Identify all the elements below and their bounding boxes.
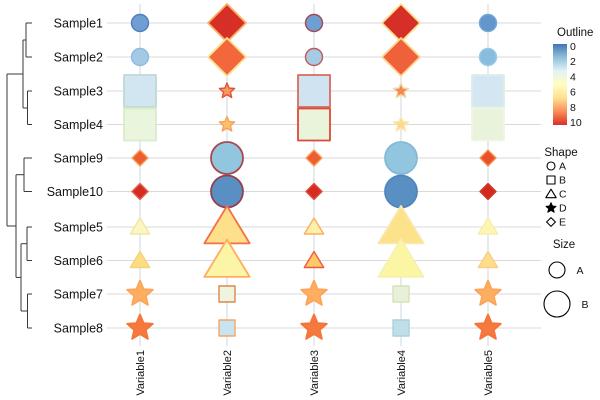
matrix-glyphs [123,3,505,340]
cell-glyph-Sample5-Variable2 [203,205,251,245]
size-legend-label: A [576,265,583,277]
cell-glyph-Sample9-Variable5 [479,149,497,167]
colorbar-tick-label: 4 [570,71,576,83]
cell-glyph-Sample6-Variable4 [377,238,425,278]
row-label: Sample3 [54,85,103,99]
star-legend-icon [545,202,557,213]
row-label: Sample1 [54,17,103,31]
shape-legend-label: B [559,175,566,187]
size-a-icon [548,261,566,279]
cell-glyph-Sample2-Variable5 [478,47,498,67]
cell-glyph-Sample2-Variable4 [381,37,421,77]
row-label: Sample8 [54,322,103,336]
column-labels: Variable1 Variable2 Variable3 Variable4 Vari… [135,350,495,396]
cell-glyph-Sample4-Variable3 [297,107,331,142]
cell-glyph-Sample4-Variable1 [123,107,157,142]
shape-legend-label: D [559,203,567,215]
cell-glyph-Sample1-Variable2 [207,3,247,43]
colorbar [553,44,567,125]
size-legend-label: B [581,299,588,311]
cell-glyph-Sample10-Variable2 [210,174,244,209]
cell-glyph-Sample7-Variable4 [392,285,410,303]
cell-glyph-Sample8-Variable5 [474,313,502,340]
cell-glyph-Sample8-Variable3 [300,313,328,340]
cell-glyph-Sample7-Variable2 [218,285,236,303]
outline-legend-title: Outline [557,27,593,39]
shape-legend-label: C [559,189,567,201]
column-label: Variable1 [135,350,147,396]
cell-glyph-Sample5-Variable3 [303,217,325,235]
cell-glyph-Sample7-Variable5 [474,279,502,306]
cell-glyph-Sample2-Variable3 [304,47,324,67]
cell-glyph-Sample9-Variable2 [210,141,244,175]
cell-glyph-Sample1-Variable1 [130,13,150,33]
row-label: Sample2 [54,51,103,65]
size-legend-title: Size [553,239,575,251]
cell-glyph-Sample6-Variable5 [477,250,499,269]
shape-legend-title: Shape [544,147,577,159]
shape-legend-label: A [559,161,566,173]
cell-glyph-Sample1-Variable4 [381,3,421,43]
cell-glyph-Sample5-Variable1 [129,217,151,235]
cell-glyph-Sample10-Variable4 [384,174,418,209]
cell-glyph-Sample3-Variable3 [297,74,331,108]
colorbar-tick-label: 0 [570,41,576,53]
cell-glyph-Sample4-Variable4 [392,115,410,132]
grid-lines [107,22,541,329]
cell-glyph-Sample5-Variable5 [477,217,499,235]
row-labels: Sample1 Sample2 Sample3 Sample4 Sample9 Sampl… [47,17,103,336]
cell-glyph-Sample8-Variable4 [392,319,410,337]
colorbar-tick-label: 6 [570,87,576,99]
column-label: Variable4 [396,350,408,396]
row-label: Sample10 [47,185,103,199]
cell-glyph-Sample3-Variable2 [218,82,236,99]
dendrogram [6,22,32,329]
cell-glyph-Sample8-Variable2 [218,319,236,337]
size-b-icon [543,290,571,318]
cell-glyph-Sample1-Variable5 [478,13,498,33]
column-label: Variable3 [309,350,321,396]
diamond-legend-icon [546,217,556,227]
row-label: Sample7 [54,288,103,302]
row-label: Sample6 [54,254,103,268]
cell-glyph-Sample5-Variable4 [377,205,425,245]
row-label: Sample9 [54,152,103,166]
cell-glyph-Sample4-Variable5 [471,107,505,142]
cell-glyph-Sample9-Variable4 [384,141,418,175]
triangle-legend-icon [545,188,557,199]
cell-glyph-Sample10-Variable5 [479,182,497,201]
cell-glyph-Sample9-Variable1 [131,149,149,167]
colorbar-tick-label: 10 [570,117,582,129]
row-label: Sample4 [54,118,103,132]
cell-glyph-Sample2-Variable1 [130,47,150,67]
square-legend-icon [546,175,556,185]
cell-glyph-Sample10-Variable3 [305,182,323,201]
circle-legend-icon [546,161,556,171]
cell-glyph-Sample8-Variable1 [126,313,154,340]
colorbar-tick-label: 8 [570,102,576,114]
cell-glyph-Sample9-Variable3 [305,149,323,167]
cell-glyph-Sample3-Variable4 [392,82,410,99]
cell-glyph-Sample3-Variable1 [123,74,157,108]
row-label: Sample5 [54,221,103,235]
column-label: Variable2 [222,350,234,396]
cell-glyph-Sample4-Variable2 [218,115,236,132]
colorbar-tick-label: 2 [570,56,576,68]
cell-glyph-Sample6-Variable1 [129,250,151,269]
cell-glyph-Sample1-Variable3 [304,13,324,33]
cell-glyph-Sample3-Variable5 [471,74,505,108]
cell-glyph-Sample10-Variable1 [131,182,149,201]
column-label: Variable5 [483,350,495,396]
cell-glyph-Sample2-Variable2 [207,37,247,77]
cell-glyph-Sample6-Variable3 [303,250,325,269]
cell-glyph-Sample7-Variable3 [300,279,328,306]
cell-glyph-Sample6-Variable2 [203,238,251,278]
shape-legend-label: E [559,217,566,229]
cell-glyph-Sample7-Variable1 [126,279,154,306]
